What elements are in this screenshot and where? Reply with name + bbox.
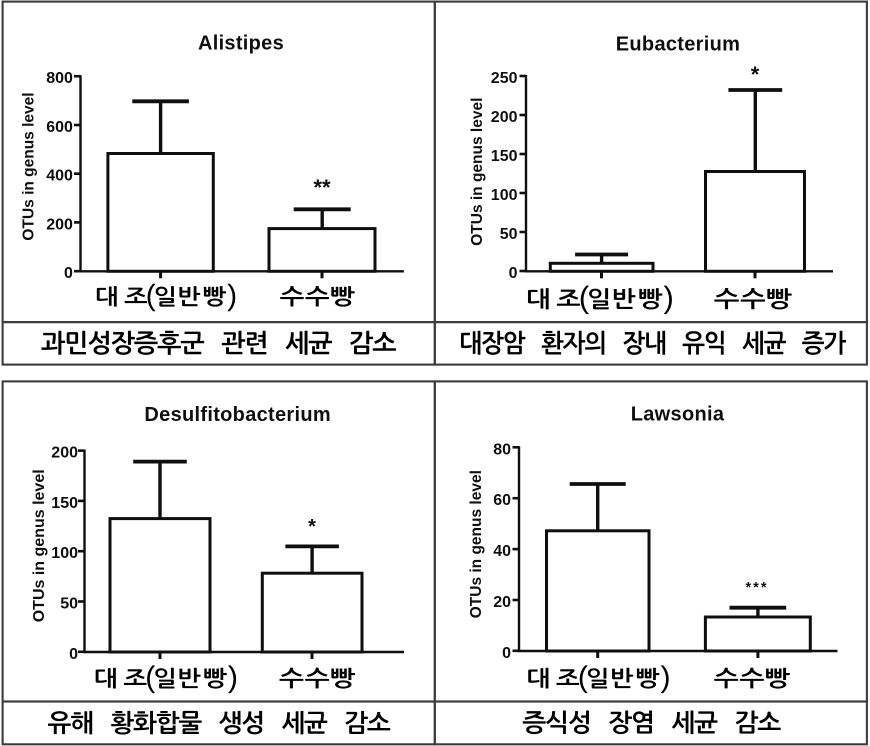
svg-text:0: 0 <box>509 265 518 282</box>
svg-text:200: 200 <box>46 216 73 233</box>
svg-text:0: 0 <box>69 646 78 663</box>
svg-text:0: 0 <box>502 645 511 662</box>
svg-text:250: 250 <box>491 70 518 87</box>
svg-text:60: 60 <box>493 492 511 509</box>
svg-text:0: 0 <box>64 265 73 282</box>
svg-text:100: 100 <box>51 545 78 562</box>
svg-text:200: 200 <box>51 445 78 462</box>
svg-text:Alistipes: Alistipes <box>198 33 284 55</box>
svg-text:20: 20 <box>493 594 511 611</box>
svg-text:*: * <box>308 516 316 538</box>
svg-text:*: * <box>751 62 760 87</box>
svg-text:50: 50 <box>500 226 518 243</box>
svg-text:150: 150 <box>491 148 518 165</box>
svg-text:800: 800 <box>46 70 73 87</box>
svg-text:200: 200 <box>491 109 518 126</box>
svg-text:400: 400 <box>46 168 73 185</box>
svg-text:100: 100 <box>491 187 518 204</box>
svg-text:Desulfitobacterium: Desulfitobacterium <box>144 404 331 426</box>
svg-text:OTUs in genus level: OTUs in genus level <box>31 469 48 622</box>
svg-text:OTUs in genus level: OTUs in genus level <box>468 470 485 618</box>
svg-text:***: *** <box>746 580 769 596</box>
svg-text:**: ** <box>313 175 331 200</box>
svg-text:600: 600 <box>46 119 73 136</box>
svg-text:Eubacterium: Eubacterium <box>616 34 740 56</box>
svg-text:OTUs in genus level: OTUs in genus level <box>20 92 37 240</box>
svg-text:Lawsonia: Lawsonia <box>631 404 725 426</box>
svg-text:40: 40 <box>493 543 511 560</box>
svg-text:50: 50 <box>60 596 78 613</box>
svg-text:80: 80 <box>493 441 511 458</box>
svg-text:150: 150 <box>51 495 78 512</box>
svg-text:OTUs in genus level: OTUs in genus level <box>469 98 486 246</box>
